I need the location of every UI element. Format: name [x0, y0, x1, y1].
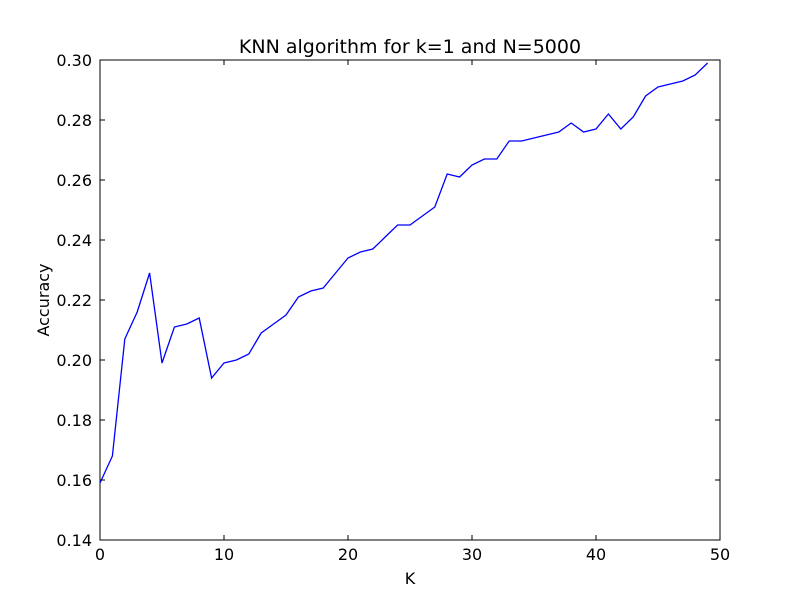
- x-tick-label: 0: [95, 545, 105, 564]
- y-axis-ticks: 0.14 0.16 0.18 0.20 0.22 0.24 0.26 0.28 0.30: [56, 51, 720, 550]
- y-tick-label: 0.18: [56, 411, 92, 430]
- y-axis-label: Accuracy: [34, 263, 53, 336]
- y-tick-label: 0.24: [56, 231, 92, 250]
- y-tick-label: 0.30: [56, 51, 92, 70]
- y-tick-label: 0.26: [56, 171, 92, 190]
- y-tick-label: 0.28: [56, 111, 92, 130]
- plot-area-frame: [99, 59, 721, 541]
- x-tick-label: 50: [710, 545, 730, 564]
- x-axis-ticks: 0 10 20 30 40 50: [95, 60, 730, 564]
- chart-title: KNN algorithm for k=1 and N=5000: [239, 36, 581, 58]
- y-tick-label: 0.14: [56, 531, 92, 550]
- x-axis-label: K: [405, 569, 416, 588]
- x-tick-label: 40: [586, 545, 606, 564]
- y-tick-label: 0.22: [56, 291, 92, 310]
- x-tick-label: 20: [338, 545, 358, 564]
- x-tick-label: 10: [214, 545, 234, 564]
- y-tick-label: 0.16: [56, 471, 92, 490]
- series-line: [99, 62, 709, 484]
- x-tick-label: 30: [462, 545, 482, 564]
- y-tick-label: 0.20: [56, 351, 92, 370]
- series-layer: [99, 62, 709, 484]
